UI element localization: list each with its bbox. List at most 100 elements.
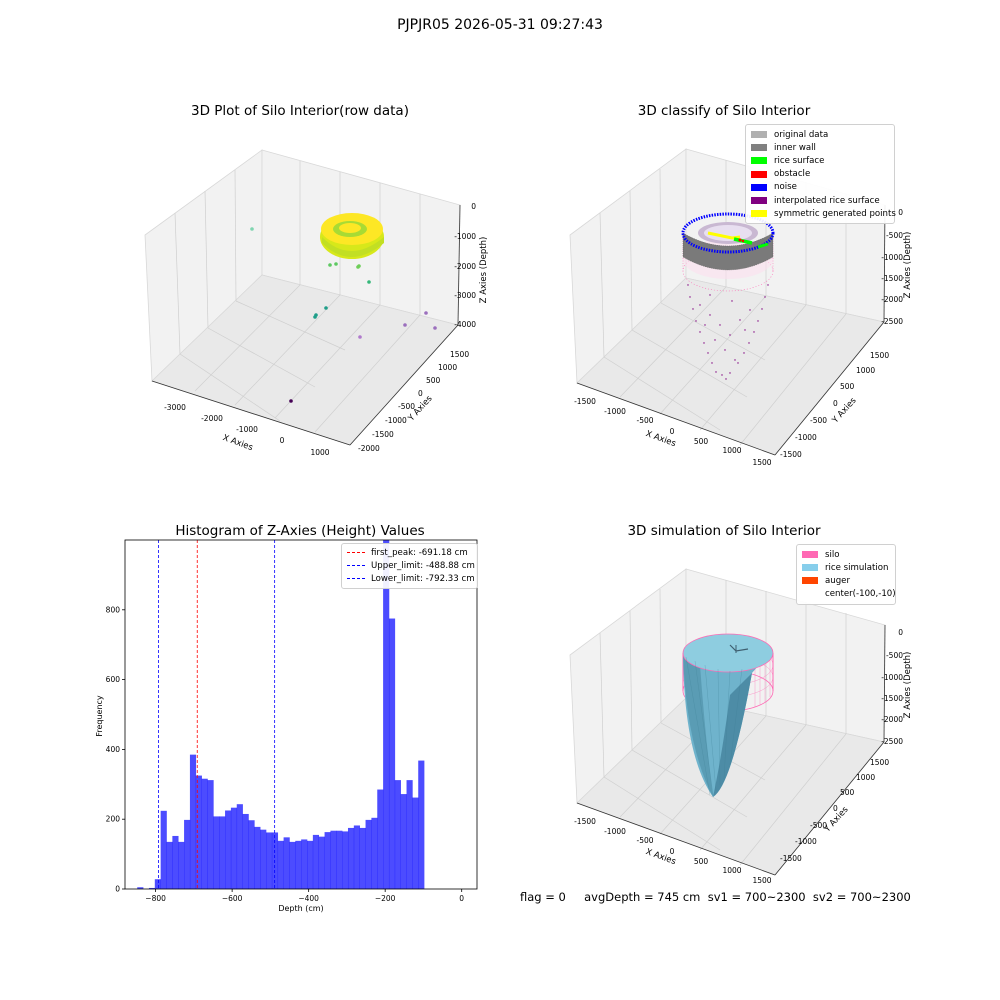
legend-swatch	[802, 564, 818, 572]
simulation-ytick: 0	[833, 804, 838, 813]
legend-swatch	[751, 183, 767, 191]
simulation-xtick: -1000	[604, 827, 626, 836]
histogram-bar	[195, 775, 202, 889]
histogram-y-tick-label: 800	[106, 605, 121, 614]
raw-outlier-points	[250, 227, 437, 403]
raw-ytick: -500	[398, 402, 415, 411]
simulation-ytick: -1000	[795, 837, 817, 846]
legend-line	[347, 578, 365, 580]
simulation-ztick: -1500	[881, 694, 903, 703]
legend-swatch	[751, 144, 767, 152]
legend-label: inner wall	[774, 142, 816, 153]
legend-line	[347, 552, 365, 554]
histogram-bar	[371, 817, 378, 889]
histogram-y-ticks: 0 200 400 600 800	[106, 605, 125, 894]
classify-ytick: 0	[833, 399, 838, 408]
histogram-bar	[248, 820, 255, 889]
simulation-ztick: -2500	[881, 737, 903, 746]
histogram-bar	[219, 816, 226, 889]
legend-swatch	[751, 197, 767, 205]
histogram-bar	[388, 618, 396, 889]
histogram-bar	[312, 834, 320, 889]
legend-label: interpolated rice surface	[774, 195, 880, 206]
legend-item-noise: noise	[751, 181, 889, 194]
simulation-plot-title: 3D simulation of Silo Interior	[627, 523, 821, 539]
simulation-xtick: 500	[694, 857, 709, 866]
raw-grid	[174, 161, 421, 433]
legend-swatch	[802, 591, 818, 598]
status-footer: flag = 0 avgDepth = 745 cm sv1 = 700~230…	[520, 890, 911, 904]
histogram-y-tick-label: 200	[106, 815, 121, 824]
histogram-bar	[418, 760, 425, 889]
raw-3d-plot: -3000 -2000 -1000 0 1000 -2000 -1500 -10…	[144, 149, 489, 457]
classify-xtick: 1000	[722, 446, 741, 455]
histogram-bar	[260, 829, 267, 889]
legend-item-rice-surface: rice surface	[751, 154, 889, 167]
histogram-bar	[400, 794, 407, 889]
classify-ytick: -1000	[795, 433, 817, 442]
classify-xtick: 500	[694, 437, 709, 446]
histogram-bar	[383, 540, 390, 889]
raw-ztick: -2000	[454, 262, 476, 271]
legend-item-rice-simulation: rice simulation	[802, 561, 890, 574]
raw-ytick: 1500	[450, 350, 469, 359]
histogram-bar	[172, 835, 179, 889]
simulation-z-label: Z Axies (Depth)	[903, 652, 913, 719]
histogram-bar	[330, 830, 337, 889]
classify-ytick: 1000	[856, 366, 875, 375]
legend-label: obstacle	[774, 169, 811, 180]
histogram-bar	[342, 831, 349, 889]
histogram-bar	[254, 826, 261, 889]
raw-xtick: 1000	[310, 448, 329, 457]
histogram-bar	[412, 797, 419, 889]
legend-label: Lower_limit: -792.33 cm	[371, 573, 475, 584]
histogram-bar	[301, 839, 308, 889]
raw-xtick: 0	[280, 436, 285, 445]
figure-suptitle: PJPJR05 2026-05-31 09:27:43	[397, 17, 603, 33]
simulation-xtick: 0	[670, 847, 675, 856]
histogram-title: Histogram of Z-Axies (Height) Values	[175, 523, 425, 539]
simulation-ztick: -500	[886, 651, 903, 660]
legend-swatch	[802, 577, 818, 585]
legend-label: center(-100,-10)	[825, 589, 896, 600]
legend-label: silo	[825, 549, 840, 560]
classify-xtick: 0	[670, 427, 675, 436]
histogram-bar	[189, 754, 197, 889]
simulation-xtick: 1500	[752, 876, 771, 885]
simulation-ytick: 1000	[856, 773, 875, 782]
histogram-frame	[124, 539, 478, 890]
legend-swatch	[751, 170, 767, 178]
histogram-bar	[277, 840, 284, 889]
histogram-bar	[236, 804, 243, 889]
histogram-bar	[377, 789, 384, 889]
histogram-bar	[406, 780, 413, 889]
simulation-ztick: 0	[898, 628, 903, 637]
raw-x-axis-line	[151, 380, 351, 446]
classify-legend: original data inner wall rice surface ob…	[745, 124, 896, 225]
classify-z-label: Z Axies (Depth)	[903, 232, 913, 299]
classify-xtick: 1500	[752, 458, 771, 467]
legend-label: rice simulation	[825, 562, 889, 573]
histogram-legend: first_peak: -691.18 cm Upper_limit: -488…	[341, 543, 478, 589]
legend-label: first_peak: -691.18 cm	[371, 547, 468, 558]
simulation-legend: silo rice simulation auger center(-100,-…	[796, 544, 896, 605]
classify-ztick: -1000	[881, 253, 903, 262]
simulation-3d-plot: -1500 -1000 -500 0 500 1000 1500 -1500 -…	[569, 568, 913, 885]
simulation-xtick: 1000	[722, 866, 741, 875]
histogram-bar	[365, 819, 372, 889]
histogram-x-tick-label: −800	[145, 894, 166, 903]
histogram-x-tick-label: 0	[459, 894, 464, 903]
raw-xtick: -3000	[164, 403, 186, 412]
histogram-y-tick-label: 0	[115, 885, 120, 894]
histogram-bar	[184, 819, 191, 889]
legend-item-original-data: original data	[751, 128, 889, 141]
classify-xtick: -1000	[604, 407, 626, 416]
histogram-bar	[148, 887, 156, 889]
legend-item-interpolated: interpolated rice surface	[751, 194, 889, 207]
classify-ytick: -1500	[780, 450, 802, 459]
classify-plot-title: 3D classify of Silo Interior	[637, 103, 811, 119]
classify-ztick: -2000	[881, 295, 903, 304]
legend-item-center: center(-100,-10)	[802, 588, 896, 601]
raw-ytick: -1000	[385, 416, 407, 425]
classify-ytick: 500	[840, 382, 855, 391]
